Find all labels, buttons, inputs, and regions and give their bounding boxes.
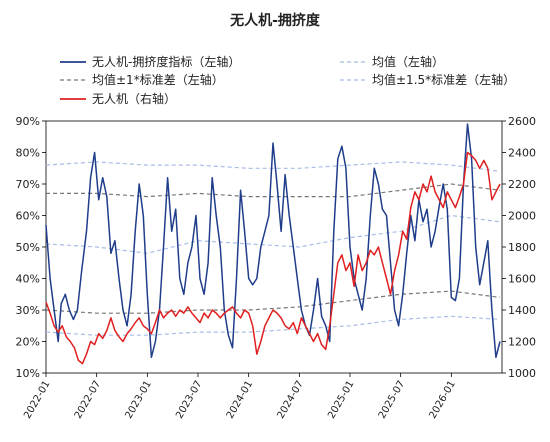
x-tick-label-2: 2023-01 [124,379,154,421]
legend-label-2: 均值±1*标准差（左轴） [92,72,224,87]
x-tick-label-6: 2025-01 [326,379,356,421]
left-tick-label-4: 50% [16,241,40,254]
x-tick-label-7: 2025-07 [377,379,407,421]
right-tick-label-1: 1200 [508,336,536,349]
right-tick-label-0: 1000 [508,367,536,380]
right-tick-label-7: 2400 [508,147,536,160]
left-tick-label-3: 40% [16,273,40,286]
series-line-6 [45,315,501,336]
legend-label-3: 均值±1.5*标准差（左轴） [372,72,515,87]
series-line-5 [45,161,501,172]
left-tick-label-0: 10% [16,367,40,380]
legend-label-1: 均值（左轴） [372,54,444,69]
left-tick-label-8: 90% [16,115,40,128]
band-lines [45,161,501,336]
left-tick-label-7: 80% [16,147,40,160]
series-line-4 [45,290,501,314]
right-tick-label-8: 2600 [508,115,536,128]
series-lines [45,123,501,365]
x-tick-label-5: 2024-07 [276,379,306,421]
chart-title: 无人机-拥挤度 [229,12,321,29]
series-line-3 [46,183,501,198]
x-tick-label-1: 2022-07 [73,379,103,421]
right-tick-label-5: 2000 [508,210,536,223]
right-tick-label-6: 2200 [508,178,536,191]
legend-label-4: 无人机（右轴） [92,91,176,106]
series-line-0 [45,123,501,359]
series-line-2 [45,214,501,254]
left-tick-label-1: 20% [16,336,40,349]
right-tick-label-2: 1400 [508,304,536,317]
legend: 无人机-拥挤度指标（左轴） 均值（左轴） 均值±1*标准差（左轴） 均值±1.5*标准… [60,54,515,106]
x-tick-label-4: 2024-01 [225,379,255,421]
left-tick-label-6: 70% [16,178,40,191]
left-tick-label-2: 30% [16,304,40,317]
series-line-1 [45,151,501,365]
left-tick-label-5: 60% [16,210,40,223]
x-tick-label-0: 2022-01 [22,379,52,421]
x-tick-label-8: 2026-01 [428,379,458,421]
x-tick-label-3: 2023-07 [174,379,204,421]
right-tick-label-4: 1800 [508,241,536,254]
legend-label-0: 无人机-拥挤度指标（左轴） [92,54,240,69]
right-tick-label-3: 1600 [508,273,536,286]
